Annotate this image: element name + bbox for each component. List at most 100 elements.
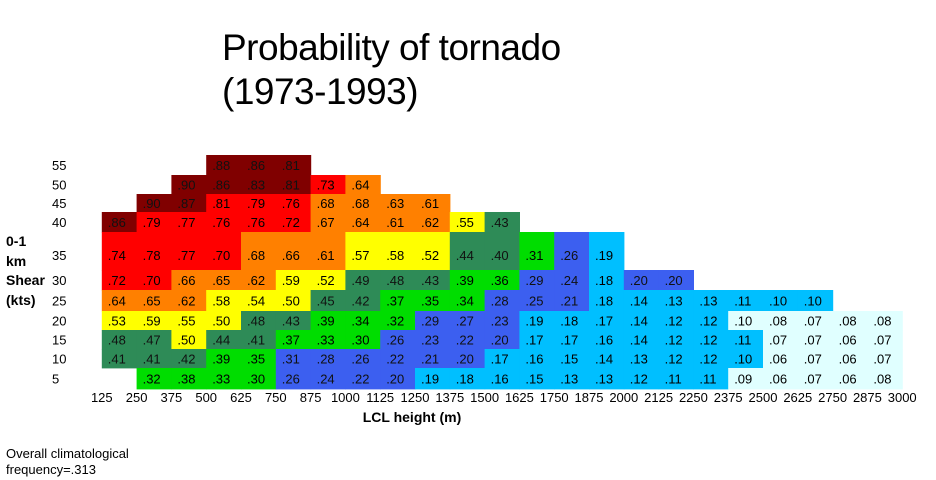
cell-value-label: .81 <box>282 178 300 193</box>
y-axis-label-line-1: 0-1 <box>6 233 27 249</box>
heatmap-cell <box>171 290 207 312</box>
cell-value-label: .10 <box>734 314 752 329</box>
cell-value-label: .06 <box>769 352 787 367</box>
heatmap-cell <box>136 368 172 390</box>
heatmap-cell <box>345 330 381 350</box>
cell-value-label: .81 <box>212 196 230 211</box>
x-tick-label: 1500 <box>470 390 499 405</box>
cell-value-label: .50 <box>177 333 195 348</box>
heatmap-cell <box>310 368 346 390</box>
cell-value-label: .41 <box>143 352 161 367</box>
cell-value-label: .53 <box>108 314 126 329</box>
heatmap-cell <box>345 368 381 390</box>
cell-value-label: .20 <box>456 352 474 367</box>
cell-value-label: .20 <box>386 372 404 387</box>
cell-value-label: .61 <box>421 196 439 211</box>
x-tick-label: 1375 <box>435 390 464 405</box>
cell-value-label: .49 <box>351 273 369 288</box>
x-tick-label: 875 <box>300 390 322 405</box>
heatmap-cell <box>589 290 625 312</box>
cell-value-label: .19 <box>525 314 543 329</box>
y-tick-label: 35 <box>52 248 66 263</box>
footnote-line-2: frequency=.313 <box>6 462 96 477</box>
heatmap-cell <box>554 349 590 369</box>
cell-value-label: .86 <box>212 178 230 193</box>
x-tick-label: 500 <box>195 390 217 405</box>
heatmap-cell <box>728 368 764 390</box>
x-tick-label: 1250 <box>401 390 430 405</box>
cell-value-label: .14 <box>630 314 648 329</box>
heatmap-cell <box>136 232 172 271</box>
cell-value-label: .67 <box>317 215 335 230</box>
y-axis-label-line-4: (kts) <box>6 291 36 308</box>
heatmap-cell <box>554 368 590 390</box>
heatmap-cell <box>832 349 868 369</box>
x-tick-label: 3000 <box>888 390 917 405</box>
heatmap-cell <box>658 311 694 331</box>
x-axis-label: LCL height (m) <box>363 409 462 425</box>
cell-value-label: .88 <box>212 158 230 173</box>
heatmap-cell <box>241 290 277 312</box>
heatmap-cell <box>171 194 207 213</box>
heatmap-cell <box>206 212 242 233</box>
cell-value-label: .11 <box>699 372 716 387</box>
cell-value-label: .17 <box>525 333 543 348</box>
cell-value-label: .33 <box>317 333 335 348</box>
x-tick-label: 2250 <box>679 390 708 405</box>
heatmap-cell <box>728 311 764 331</box>
cell-value-label: .07 <box>873 333 891 348</box>
heatmap-cell <box>380 368 416 390</box>
cell-value-label: .22 <box>351 372 369 387</box>
heatmap-cell <box>206 311 242 331</box>
heatmap-cell <box>589 349 625 369</box>
chart-title-line-1: Probability of tornado <box>222 27 561 68</box>
heatmap-cell <box>449 349 486 369</box>
heatmap-cell <box>310 270 346 291</box>
cell-value-label: .07 <box>804 372 822 387</box>
heatmap-cell <box>310 175 346 195</box>
heatmap-cell <box>275 232 312 271</box>
heatmap-cell <box>693 311 729 331</box>
heatmap-cell <box>728 330 764 350</box>
cell-value-label: .18 <box>595 273 613 288</box>
heatmap-cell <box>136 212 172 233</box>
y-tick-label: 50 <box>52 178 66 193</box>
cell-value-label: .64 <box>108 294 126 309</box>
y-axis-label-line-3: Shear <box>6 272 45 288</box>
heatmap-cell <box>693 290 729 312</box>
heatmap-cell <box>519 349 555 369</box>
cell-value-label: .18 <box>560 314 578 329</box>
heatmap-cell <box>345 311 381 331</box>
cell-value-label: .78 <box>143 248 161 263</box>
heatmap-cell <box>241 270 277 291</box>
x-tick-label: 250 <box>126 390 148 405</box>
cell-value-label: .72 <box>282 215 300 230</box>
heatmap-cell <box>658 290 694 312</box>
heatmap-cell <box>415 330 451 350</box>
y-axis-label-line-2: km <box>6 252 27 269</box>
cell-value-label: .58 <box>212 294 230 309</box>
heatmap-cell <box>763 311 799 331</box>
cell-value-label: .13 <box>630 352 648 367</box>
heatmap-cell <box>241 175 277 195</box>
cell-value-label: .54 <box>247 294 265 309</box>
cell-value-label: .16 <box>595 333 613 348</box>
x-tick-label: 625 <box>230 390 252 405</box>
heatmap-cell <box>728 349 764 369</box>
heatmap-cell <box>693 330 729 350</box>
cell-value-label: .11 <box>734 333 751 348</box>
heatmap-cell <box>484 330 520 350</box>
heatmap-cell <box>275 270 312 291</box>
cell-value-label: .65 <box>212 273 230 288</box>
cell-value-label: .20 <box>665 273 683 288</box>
heatmap-cell <box>519 290 555 312</box>
heatmap-cell <box>797 311 834 331</box>
cell-value-label: .72 <box>108 273 126 288</box>
cell-value-label: .08 <box>839 314 857 329</box>
cell-value-label: .64 <box>351 215 369 230</box>
cell-value-label: .15 <box>525 372 543 387</box>
heatmap-cell <box>275 155 312 176</box>
heatmap-cell <box>241 330 277 350</box>
x-tick-label: 2375 <box>714 390 743 405</box>
